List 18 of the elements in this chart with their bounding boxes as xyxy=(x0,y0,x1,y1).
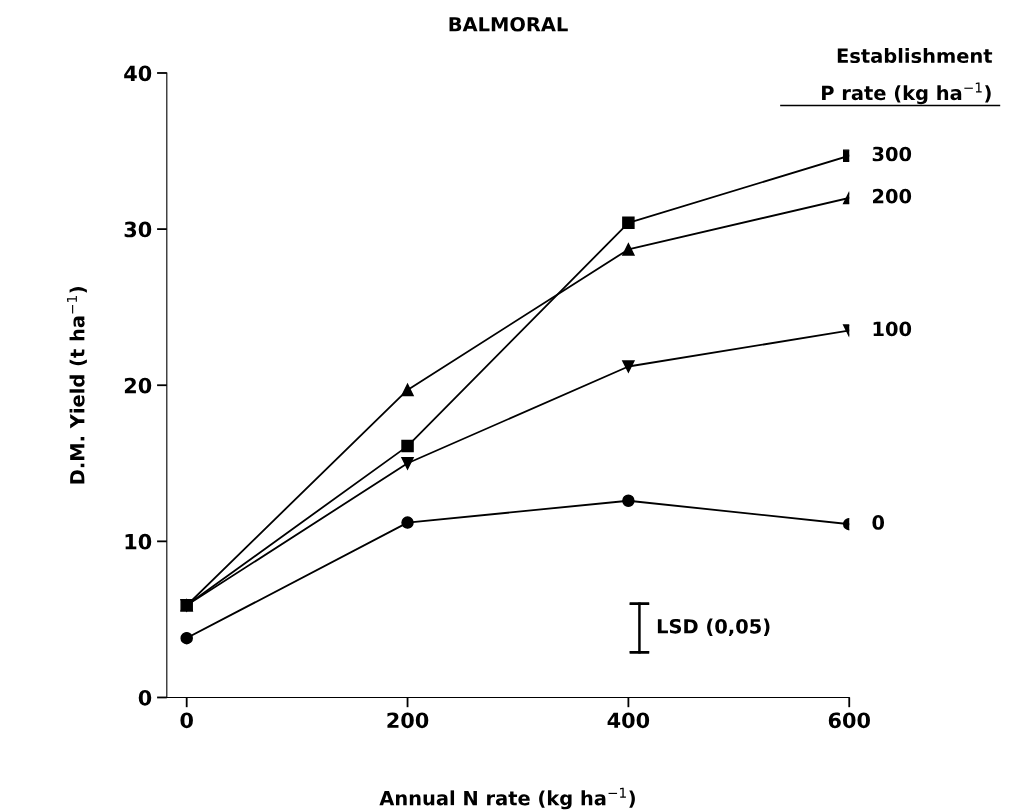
series-label: 300 xyxy=(872,146,912,162)
series-label: 100 xyxy=(873,321,912,337)
chart-title: BALMORAL xyxy=(449,16,568,32)
y-tick-label: 0 xyxy=(138,689,152,706)
x-tick-label: 200 xyxy=(387,712,429,729)
y-tick-label: 30 xyxy=(124,221,152,238)
legend-title: Establishment P rate (kg ha$^{−1}$) xyxy=(822,48,993,105)
y-tick-label: 10 xyxy=(125,533,152,550)
annotation: LSD (0,05) xyxy=(657,618,770,637)
y-tick-label: 20 xyxy=(124,377,152,394)
x-axis-title: Annual N rate (kg ha$^{−1}$) xyxy=(379,787,635,810)
y-axis-title: D.M. Yield (t ha$^{−1}$) xyxy=(66,287,87,484)
x-tick-label: 600 xyxy=(828,712,870,729)
x-tick-label: 400 xyxy=(607,712,650,729)
series-label: 200 xyxy=(873,188,912,204)
y-tick-label: 40 xyxy=(124,65,152,82)
series-label: 0 xyxy=(872,515,885,530)
x-tick-label: 0 xyxy=(180,712,193,729)
